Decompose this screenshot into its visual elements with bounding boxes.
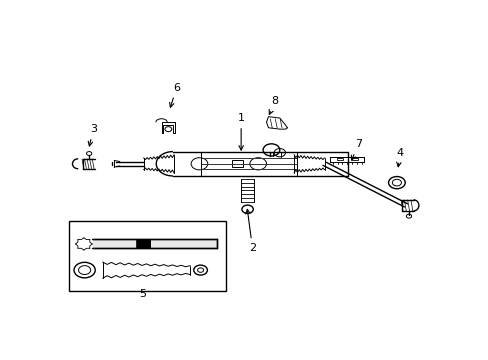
Text: 3: 3 <box>88 124 97 146</box>
Text: 4: 4 <box>396 148 403 167</box>
Bar <box>336 158 342 160</box>
Text: 1: 1 <box>237 113 244 150</box>
Text: 8: 8 <box>268 96 278 114</box>
Bar <box>150 239 216 248</box>
Bar <box>136 239 150 248</box>
Bar <box>231 161 243 167</box>
Bar <box>68 221 225 291</box>
Text: 6: 6 <box>169 82 180 107</box>
Text: 5: 5 <box>139 289 146 299</box>
Bar <box>351 158 357 160</box>
Text: 2: 2 <box>245 210 256 253</box>
Bar <box>92 239 136 248</box>
Text: 7: 7 <box>350 139 362 160</box>
